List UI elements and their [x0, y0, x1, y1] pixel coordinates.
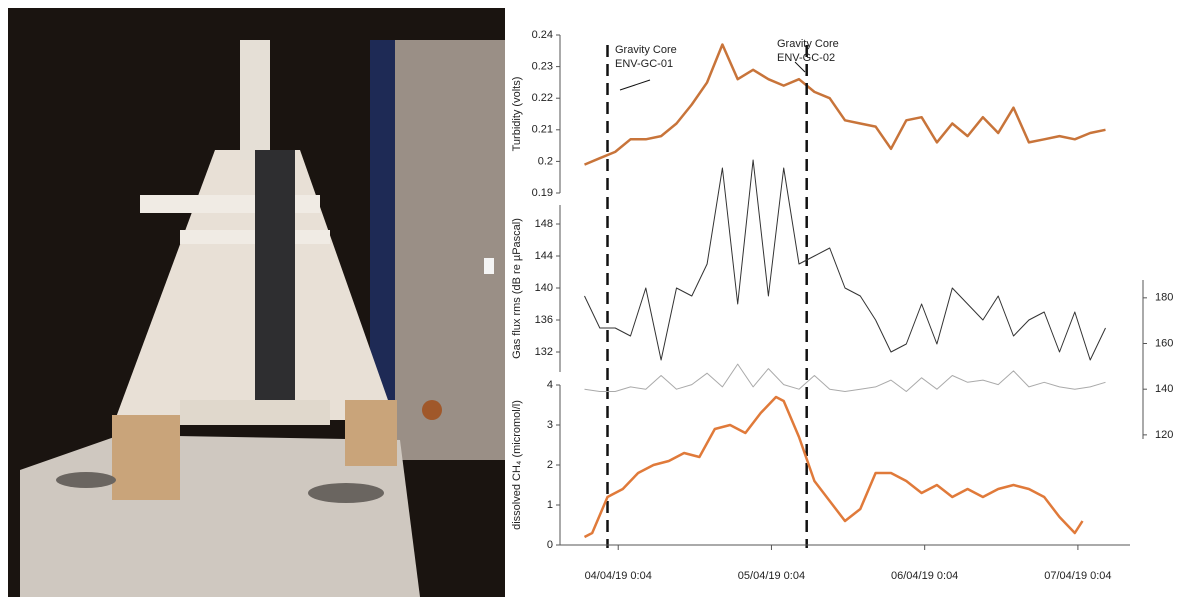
- y-tick-label: 2: [547, 459, 553, 471]
- y2-tick-label: 160: [1155, 337, 1173, 349]
- series-line: [584, 43, 1106, 166]
- series-line: [583, 395, 1084, 539]
- x-tick-label: 04/04/19 0:04: [585, 570, 652, 582]
- series-line: [584, 159, 1106, 361]
- y-tick-label: 132: [535, 346, 553, 358]
- x-tick-label: 06/04/19 0:04: [891, 570, 958, 582]
- y-tick-label: 148: [535, 218, 553, 230]
- annotation: ENV-GC-02: [777, 52, 835, 64]
- y-tick-label: 4: [547, 379, 553, 391]
- y-tick-label: 0: [547, 539, 553, 551]
- y-tick-label: 0.21: [532, 124, 553, 136]
- y-axis-label: dissolved CH₄ (micromol/l): [511, 400, 523, 530]
- y2-tick-label: 180: [1155, 292, 1173, 304]
- annotation: ENV-GC-01: [615, 58, 673, 70]
- y2-tick-label: 120: [1155, 429, 1173, 441]
- y-tick-label: 144: [535, 250, 553, 262]
- series-line: [584, 363, 1106, 392]
- y-axis-label: Turbidity (volts): [511, 77, 523, 152]
- annotation-arrow: [619, 79, 651, 91]
- y-tick-label: 3: [547, 419, 553, 431]
- y-tick-label: 140: [535, 282, 553, 294]
- y2-tick-label: 140: [1155, 383, 1173, 395]
- y-tick-label: 0.19: [532, 187, 553, 199]
- annotation: Gravity Core: [777, 38, 839, 50]
- y-tick-label: 0.23: [532, 61, 553, 73]
- y-tick-label: 136: [535, 314, 553, 326]
- annotation-arrow: [794, 61, 806, 73]
- chart: 0.19 0.2 0.21 0.22 0.23 0.24 Turbidity (volts)…: [511, 29, 1173, 582]
- x-tick-label: 05/04/19 0:04: [738, 570, 805, 582]
- y-tick-label: 0.24: [532, 29, 553, 41]
- y-tick-label: 0.22: [532, 92, 553, 104]
- y-tick-label: 1: [547, 499, 553, 511]
- annotation: Gravity Core: [615, 44, 677, 56]
- photo: [8, 8, 505, 597]
- y-tick-label: 0.2: [538, 155, 553, 167]
- y-axis-label: Gas flux rms (dB re µPascal): [511, 218, 523, 359]
- x-tick-label: 07/04/19 0:04: [1044, 570, 1111, 582]
